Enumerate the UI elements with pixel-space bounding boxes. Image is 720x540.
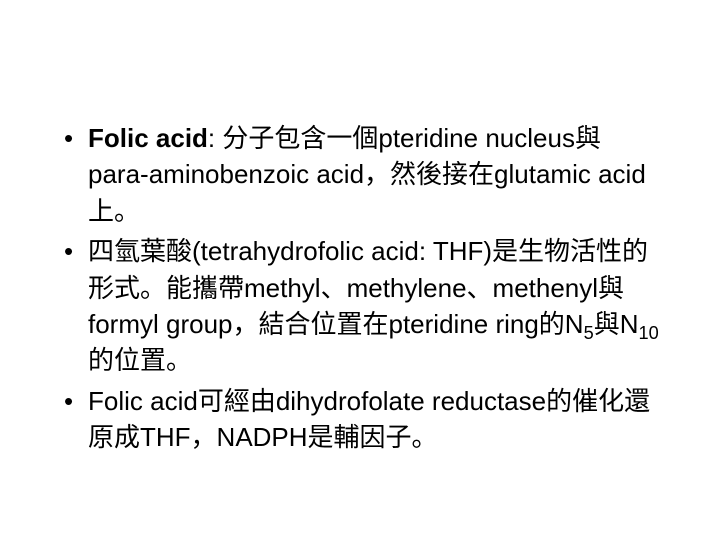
subscript: 5	[584, 323, 594, 343]
bullet-text-mid: 與N	[594, 309, 639, 339]
bullet-text-pre: 四氫葉酸(tetrahydrofolic acid: THF)是生物活性的形式。…	[88, 236, 648, 339]
bullet-text: Folic acid可經由dihydrofolate reductase的催化還…	[88, 386, 650, 452]
slide-body: Folic acid: 分子包含一個pteridine nucleus與para…	[0, 0, 720, 540]
bold-term: Folic acid	[88, 123, 208, 153]
subscript: 10	[639, 323, 659, 343]
list-item: Folic acid可經由dihydrofolate reductase的催化還…	[60, 383, 660, 456]
bullet-text-post: 的位置。	[88, 345, 192, 375]
list-item: 四氫葉酸(tetrahydrofolic acid: THF)是生物活性的形式。…	[60, 233, 660, 379]
bullet-list: Folic acid: 分子包含一個pteridine nucleus與para…	[60, 120, 660, 456]
list-item: Folic acid: 分子包含一個pteridine nucleus與para…	[60, 120, 660, 229]
